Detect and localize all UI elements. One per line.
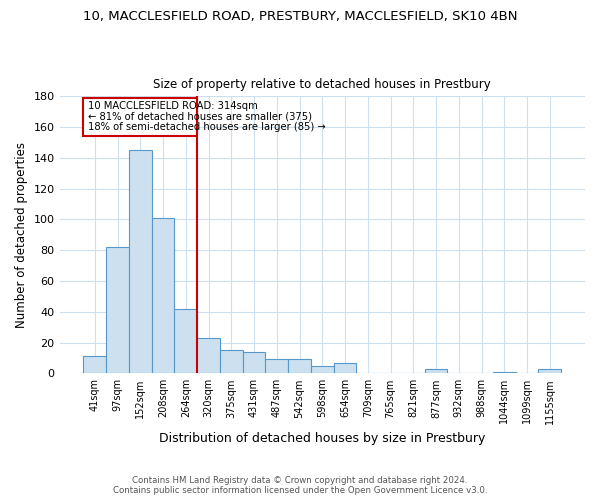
Bar [83,98,197,136]
Bar [197,338,220,374]
Bar [311,366,334,374]
Text: 10, MACCLESFIELD ROAD, PRESTBURY, MACCLESFIELD, SK10 4BN: 10, MACCLESFIELD ROAD, PRESTBURY, MACCLE… [83,10,517,23]
Bar [106,247,129,374]
Bar [493,372,515,374]
Title: Size of property relative to detached houses in Prestbury: Size of property relative to detached ho… [154,78,491,91]
Y-axis label: Number of detached properties: Number of detached properties [15,142,28,328]
Bar [242,352,265,374]
Bar [175,308,197,374]
Bar [129,150,152,374]
Bar [334,362,356,374]
Bar [538,368,561,374]
Bar [152,218,175,374]
Bar [83,356,106,374]
X-axis label: Distribution of detached houses by size in Prestbury: Distribution of detached houses by size … [159,432,485,445]
Text: ← 81% of detached houses are smaller (375): ← 81% of detached houses are smaller (37… [88,112,312,122]
Bar [220,350,242,374]
Bar [265,360,288,374]
Bar [288,360,311,374]
Bar [425,368,448,374]
Text: Contains HM Land Registry data © Crown copyright and database right 2024.
Contai: Contains HM Land Registry data © Crown c… [113,476,487,495]
Text: 10 MACCLESFIELD ROAD: 314sqm: 10 MACCLESFIELD ROAD: 314sqm [88,101,258,111]
Text: 18% of semi-detached houses are larger (85) →: 18% of semi-detached houses are larger (… [88,122,326,132]
